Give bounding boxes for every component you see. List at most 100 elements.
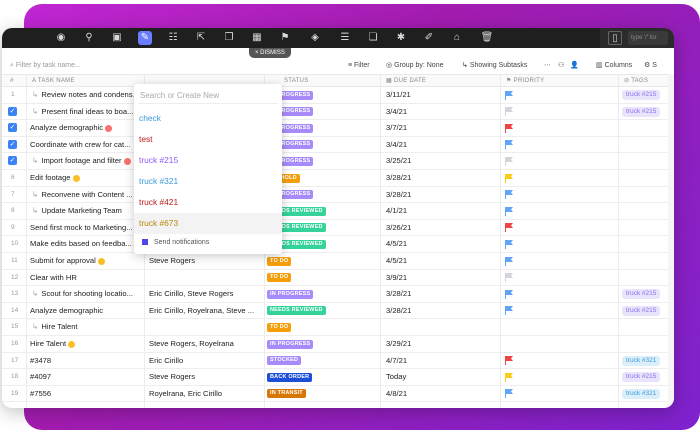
task-name[interactable]: ↳ Update Marketing Team [32,206,122,216]
status-badge[interactable]: IN TRANSIT [267,389,306,399]
status-cell[interactable]: IN PROGRESS [267,336,377,352]
table-row[interactable]: 15 ↳ Hire Talent TO DO [2,319,674,336]
tags-cell[interactable]: truck #215 [622,286,672,302]
asterisk-icon[interactable]: ✱ [396,32,406,43]
due-date[interactable]: 3/4/21 [386,139,408,149]
task-name[interactable]: #7556 [30,388,52,398]
status-badge[interactable]: IN PROGRESS [267,289,314,299]
me-icon[interactable]: ⚇ [558,62,565,69]
due-date[interactable]: 3/26/21 [386,222,412,232]
due-date[interactable]: 3/28/21 [386,289,412,299]
tags-cell[interactable]: truck #215 [622,303,672,319]
tag-chip[interactable]: truck #321 [622,355,661,366]
priority-cell[interactable] [505,303,525,319]
add-person-icon[interactable]: ⚲ [85,32,93,43]
priority-cell[interactable] [505,153,525,169]
tag-option[interactable]: test [139,134,153,144]
task-name[interactable]: Send first mock to Marketing... [30,222,133,232]
due-date[interactable]: 3/25/21 [386,156,412,166]
priority-cell[interactable] [505,137,525,153]
status-badge[interactable]: NEEDS REVIEWED [267,223,326,233]
tags-cell[interactable]: truck #321 [622,353,672,369]
assignee[interactable]: Eric Cirillo [149,355,184,365]
status-cell[interactable]: IN PROGRESS [267,286,377,302]
tag-chip[interactable]: truck #215 [622,372,661,383]
command-search-input[interactable]: type '/' for [628,31,668,45]
task-name[interactable]: Clear with HR [30,272,77,282]
assignee[interactable]: Eric Cirillo, Steve Rogers [149,289,234,299]
column-header-status[interactable]: STATUS [284,78,309,84]
table-row[interactable]: 13 ↳ Scout for shooting locatio... Eric Cir… [2,286,674,303]
task-name[interactable]: ↳ Scout for shooting locatio... [32,289,133,299]
priority-cell[interactable] [505,353,525,369]
copy-icon[interactable]: ❏ [368,32,378,43]
table-row[interactable]: 17 #3478 Eric Cirillo STOCKED 4/7/21 truck #3… [2,353,674,370]
tag-option[interactable]: truck #321 [139,176,179,186]
task-name[interactable]: Analyze demographic [30,305,104,315]
tags-cell[interactable]: truck #321 [622,386,672,402]
status-badge[interactable]: IN PROGRESS [267,140,314,150]
priority-cell[interactable] [505,236,525,252]
due-date[interactable]: 3/7/21 [386,123,408,133]
row-checkbox[interactable]: ✓ [8,156,17,166]
task-name[interactable]: Make edits based on feedba... [30,239,132,249]
priority-cell[interactable] [505,369,525,385]
priority-cell[interactable] [505,386,525,402]
column-header-tags[interactable]: ⊘ TAGS [624,78,649,84]
task-name[interactable]: Coordinate with crew for cat... [30,139,131,149]
status-badge[interactable]: IN PROGRESS [267,107,314,117]
status-badge[interactable]: TO DO [267,273,292,283]
due-date[interactable]: 3/9/21 [386,272,408,282]
due-date[interactable]: 3/11/21 [386,90,411,99]
task-name[interactable]: ↳ Present final ideas to boa... [32,106,134,116]
priority-cell[interactable] [505,220,525,236]
assignee[interactable]: Steve Rogers [149,372,196,382]
row-checkbox[interactable]: ✓ [8,123,17,133]
tags-cell[interactable]: truck #215 [622,87,672,103]
duplicate-icon[interactable]: ❐ [224,32,234,43]
tag-chip[interactable]: truck #215 [622,305,661,316]
priority-cell[interactable] [505,270,525,286]
table-row[interactable]: 18 #4097 Steve Rogers BACK ORDER Today truck … [2,369,674,386]
export-icon[interactable]: ⇱ [196,32,206,43]
due-date[interactable]: 3/28/21 [386,189,412,199]
table-row[interactable]: 12 Clear with HR TO DO 3/9/21 [2,270,674,287]
assignee[interactable]: Steve Rogers, Royelrana [149,339,234,348]
table-row[interactable]: 6 Edit footage ON HOLD 3/28/21 [2,170,674,187]
table-row[interactable]: 8 ↳ Update Marketing Team NEEDS REVIEWED 4/1… [2,203,674,220]
due-date[interactable] [386,319,496,335]
assignee[interactable]: Steve Rogers [149,256,196,265]
tag-chip[interactable]: truck #215 [622,289,661,300]
task-name[interactable]: Analyze demographic [30,120,142,136]
priority-cell[interactable] [505,104,525,120]
due-date[interactable]: 3/28/21 [386,173,412,182]
priority-cell[interactable] [505,253,525,269]
table-row[interactable]: 14 Analyze demographic Eric Cirillo, Royel… [2,303,674,320]
more-options-icon[interactable]: ⋯ [544,62,551,69]
status-cell[interactable]: IN PROGRESS [267,187,377,203]
status-cell[interactable]: ON HOLD [267,170,377,186]
status-badge[interactable]: ON HOLD [267,173,300,183]
status-badge[interactable]: NEEDS REVIEWED [267,206,326,216]
status-cell[interactable]: NEEDS REVIEWED [267,203,377,219]
calendar-icon[interactable]: ▦ [252,32,262,43]
due-date[interactable]: 4/5/21 [386,239,408,249]
table-row[interactable]: 11 Submit for approval Steve Rogers TO DO 4/… [2,253,674,270]
assignee[interactable]: Eric Cirillo, Royelrana, Steve ... [149,305,255,315]
tag-option[interactable]: truck #421 [139,197,179,207]
status-badge[interactable]: IN PROGRESS [267,190,314,200]
task-name[interactable]: #3478 [30,355,52,365]
stack-icon[interactable]: ☰ [340,32,350,43]
hierarchy-icon[interactable]: ☷ [168,32,178,43]
due-date[interactable]: Today [386,372,407,382]
diamond-icon[interactable]: ◈ [311,32,319,43]
task-filter-input[interactable]: ⌕ Filter by task name... [10,62,81,69]
status-badge[interactable]: IN PROGRESS [267,339,314,349]
tag-icon[interactable]: ✎ [138,31,152,45]
task-name[interactable]: Edit footage [30,170,142,186]
due-date[interactable]: 3/28/21 [386,305,412,315]
tag-option[interactable]: check [139,113,161,123]
status-cell[interactable]: IN PROGRESS [267,137,377,153]
